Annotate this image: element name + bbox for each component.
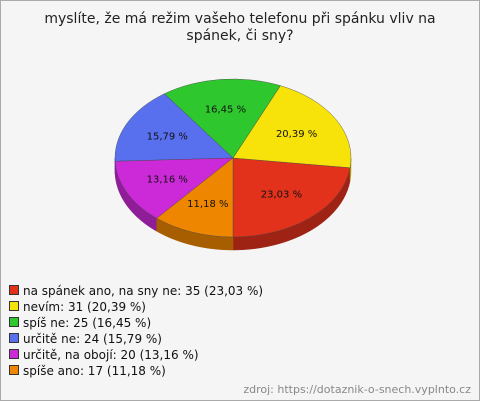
legend-swatch — [9, 285, 19, 295]
legend-label: spíše ano: 17 (11,18 %) — [23, 364, 166, 378]
data-label: 13,16 % — [147, 175, 188, 186]
legend-swatch — [9, 349, 19, 359]
legend-swatch — [9, 333, 19, 343]
legend-label: na spánek ano, na sny ne: 35 (23,03 %) — [23, 284, 264, 298]
legend-item: spíše ano: 17 (11,18 %) — [9, 363, 263, 379]
source: zdroj: https://dotaznik-o-snech.vyplnto.… — [243, 383, 471, 396]
legend-swatch — [9, 365, 19, 375]
chart-title: myslíte, že má režim vašeho telefonu při… — [44, 11, 436, 44]
pie-slice — [232, 157, 351, 238]
legend: na spánek ano, na sny ne: 35 (23,03 %) ne… — [9, 283, 263, 379]
legend-item: určitě ne: 24 (15,79 %) — [9, 331, 263, 347]
legend-item: nevím: 31 (20,39 %) — [9, 299, 263, 315]
pie-slice — [114, 93, 234, 162]
legend-item: určitě, na obojí: 20 (13,16 %) — [9, 347, 263, 363]
legend-swatch — [9, 317, 19, 327]
legend-item: spíš ne: 25 (16,45 %) — [9, 315, 263, 331]
legend-swatch — [9, 301, 19, 311]
data-label: 15,79 % — [147, 131, 188, 142]
legend-label: spíš ne: 25 (16,45 %) — [23, 316, 152, 330]
data-label: 20,39 % — [276, 129, 317, 140]
data-label: 23,03 % — [261, 190, 302, 201]
legend-label: určitě, na obojí: 20 (13,16 %) — [23, 348, 199, 362]
data-label: 11,18 % — [187, 199, 228, 210]
legend-label: nevím: 31 (20,39 %) — [23, 300, 146, 314]
legend-label: určitě ne: 24 (15,79 %) — [23, 332, 162, 346]
legend-item: na spánek ano, na sny ne: 35 (23,03 %) — [9, 283, 263, 299]
pie-slice — [164, 78, 281, 159]
data-label: 16,45 % — [205, 104, 246, 115]
pie-slice — [232, 85, 352, 168]
pie-slice — [114, 157, 234, 219]
pie-slice — [156, 157, 234, 238]
pie-plot: 23,03 % 20,39 % 16,45 % 15,79 % 13,16 % 11,18… — [114, 78, 352, 251]
